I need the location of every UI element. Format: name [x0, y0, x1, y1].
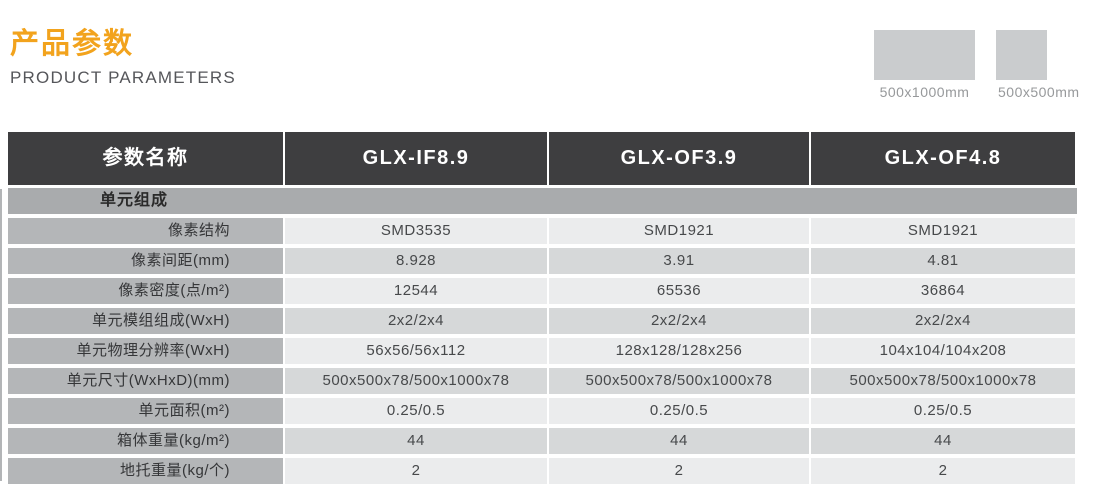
column-header-glx-of3-9: GLX-OF3.9 [549, 132, 809, 185]
cell-value: 2 [549, 458, 809, 484]
cell-value: 56x56/56x112 [285, 338, 547, 364]
cell-value: 0.25/0.5 [549, 398, 809, 424]
cell-value: SMD1921 [549, 218, 809, 244]
panel-size-swatch-500x1000 [874, 30, 975, 80]
row-label: 箱体重量(kg/m²) [8, 428, 283, 454]
cell-value: 2x2/2x4 [285, 308, 547, 334]
cell-value: 500x500x78/500x1000x78 [285, 368, 547, 394]
cell-value: SMD3535 [285, 218, 547, 244]
row-label: 像素密度(点/m²) [8, 278, 283, 304]
row-label: 像素结构 [8, 218, 283, 244]
cell-value: 0.25/0.5 [811, 398, 1075, 424]
table-row: 像素间距(mm) 8.928 3.91 4.81 [8, 248, 1077, 274]
panel-size-label: 500x1000mm [879, 84, 970, 100]
panel-size-swatch-500x500 [996, 30, 1047, 80]
cell-value: SMD1921 [811, 218, 1075, 244]
page-edge-artifact [0, 189, 2, 481]
section-title-unit-composition: 单元组成 [8, 188, 1077, 214]
table-row: 单元物理分辨率(WxH) 56x56/56x112 128x128/128x25… [8, 338, 1077, 364]
cell-value: 500x500x78/500x1000x78 [811, 368, 1075, 394]
cell-value: 44 [811, 428, 1075, 454]
cell-value: 2 [811, 458, 1075, 484]
row-label: 像素间距(mm) [8, 248, 283, 274]
row-label: 单元面积(m²) [8, 398, 283, 424]
row-label: 单元物理分辨率(WxH) [8, 338, 283, 364]
table-row: 箱体重量(kg/m²) 44 44 44 [8, 428, 1077, 454]
parameters-table: 参数名称 GLX-IF8.9 GLX-OF3.9 GLX-OF4.8 单元组成 … [8, 132, 1077, 484]
column-header-glx-of4-8: GLX-OF4.8 [811, 132, 1075, 185]
cell-value: 3.91 [549, 248, 809, 274]
table-row: 像素结构 SMD3535 SMD1921 SMD1921 [8, 218, 1077, 244]
cell-value: 2 [285, 458, 547, 484]
cell-value: 2x2/2x4 [811, 308, 1075, 334]
page-title-english: PRODUCT PARAMETERS [10, 68, 236, 87]
cell-value: 36864 [811, 278, 1075, 304]
page-title-chinese: 产品参数 [10, 28, 135, 60]
table-row: 地托重量(kg/个) 2 2 2 [8, 458, 1077, 484]
cell-value: 65536 [549, 278, 809, 304]
table-row: 单元尺寸(WxHxD)(mm) 500x500x78/500x1000x78 5… [8, 368, 1077, 394]
cell-value: 128x128/128x256 [549, 338, 809, 364]
cell-value: 44 [285, 428, 547, 454]
cell-value: 104x104/104x208 [811, 338, 1075, 364]
cell-value: 44 [549, 428, 809, 454]
table-header-row: 参数名称 GLX-IF8.9 GLX-OF3.9 GLX-OF4.8 [8, 132, 1077, 185]
column-header-glx-if8-9: GLX-IF8.9 [285, 132, 547, 185]
cell-value: 2x2/2x4 [549, 308, 809, 334]
cell-value: 4.81 [811, 248, 1075, 274]
cell-value: 0.25/0.5 [285, 398, 547, 424]
table-row: 单元面积(m²) 0.25/0.5 0.25/0.5 0.25/0.5 [8, 398, 1077, 424]
column-header-parameter-name: 参数名称 [8, 132, 283, 185]
row-label: 单元模组组成(WxH) [8, 308, 283, 334]
row-label: 地托重量(kg/个) [8, 458, 283, 484]
panel-size-label: 500x500mm [998, 84, 1080, 100]
row-label: 单元尺寸(WxHxD)(mm) [8, 368, 283, 394]
table-row: 单元模组组成(WxH) 2x2/2x4 2x2/2x4 2x2/2x4 [8, 308, 1077, 334]
cell-value: 500x500x78/500x1000x78 [549, 368, 809, 394]
table-section-row: 单元组成 [8, 188, 1077, 214]
cell-value: 8.928 [285, 248, 547, 274]
cell-value: 12544 [285, 278, 547, 304]
table-row: 像素密度(点/m²) 12544 65536 36864 [8, 278, 1077, 304]
